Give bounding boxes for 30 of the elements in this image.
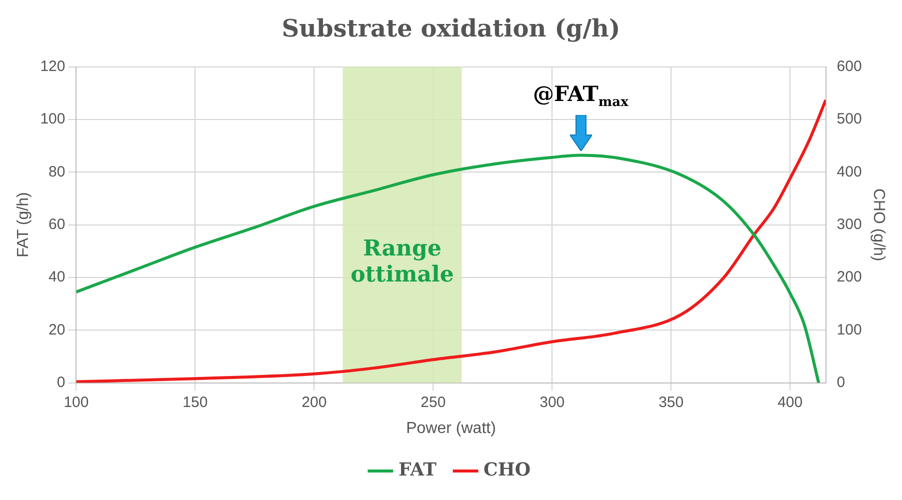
y2-tick-label: 100 (836, 321, 862, 338)
legend-label: CHO (484, 460, 531, 481)
y-tick-label: 0 (56, 374, 66, 391)
y-tick-label: 60 (48, 216, 66, 233)
line-series (76, 154, 820, 383)
y2-tick-label: 400 (836, 163, 862, 180)
y2-tick-label: 200 (836, 268, 862, 286)
y-tick-label: 80 (48, 163, 66, 180)
y-tick-label: 120 (40, 58, 66, 75)
x-tick-label: 250 (420, 394, 446, 411)
x-tick-label: 100 (64, 394, 89, 411)
y-tick-label: 20 (48, 321, 66, 338)
band-label: Range ottimale (350, 235, 454, 288)
annotation: @FAT$_{max}$ (532, 81, 628, 110)
x-tick-label: 400 (778, 394, 803, 411)
y2-tick-label: 600 (836, 58, 862, 75)
y2-tick-label: 0 (836, 374, 846, 391)
y-tick-label: 100 (40, 110, 66, 128)
x-tick-label: 350 (658, 394, 684, 411)
y2-tick-label: 300 (836, 216, 862, 233)
x-tick-label: 150 (182, 394, 208, 411)
chart-title: Substrate oxidation (g/h) (282, 14, 620, 43)
x-tick-label: 300 (540, 394, 565, 411)
y-axis-title: FAT (g/h) (15, 192, 32, 258)
x-axis-title: Power (watt) (406, 420, 496, 437)
y2-axis-title: CHO (g/h) (870, 188, 887, 262)
y2-tick-label: 500 (836, 110, 862, 128)
y-tick-label: 40 (48, 268, 66, 286)
legend-label: FAT (398, 460, 438, 481)
x-tick-label: 200 (302, 394, 327, 411)
